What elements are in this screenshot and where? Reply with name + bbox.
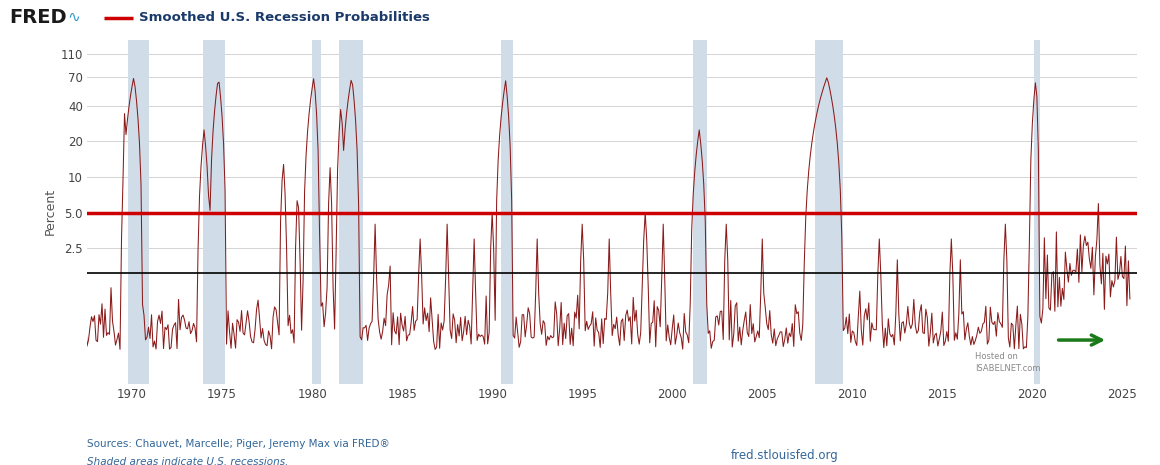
Bar (203, 40, 225, 384)
Y-axis label: Percent: Percent (43, 188, 57, 235)
Text: Shaded areas indicate U.S. recessions.: Shaded areas indicate U.S. recessions. (87, 457, 289, 465)
Bar (694, 40, 706, 384)
Bar (814, 40, 843, 384)
Text: Smoothed U.S. Recession Probabilities: Smoothed U.S. Recession Probabilities (139, 11, 430, 24)
Text: ∿: ∿ (67, 10, 80, 25)
Text: Sources: Chauvet, Marcelle; Piger, Jeremy Max via FRED®: Sources: Chauvet, Marcelle; Piger, Jerem… (87, 439, 390, 450)
Bar (312, 40, 321, 384)
Text: Hosted on: Hosted on (974, 352, 1017, 361)
Bar (128, 40, 148, 384)
Bar (339, 40, 363, 384)
Text: fred.stlouisfed.org: fred.stlouisfed.org (731, 449, 839, 462)
Bar (501, 40, 513, 384)
Text: ISABELNET.com: ISABELNET.com (974, 364, 1041, 373)
Text: FRED: FRED (9, 8, 67, 27)
Bar (1034, 40, 1039, 384)
